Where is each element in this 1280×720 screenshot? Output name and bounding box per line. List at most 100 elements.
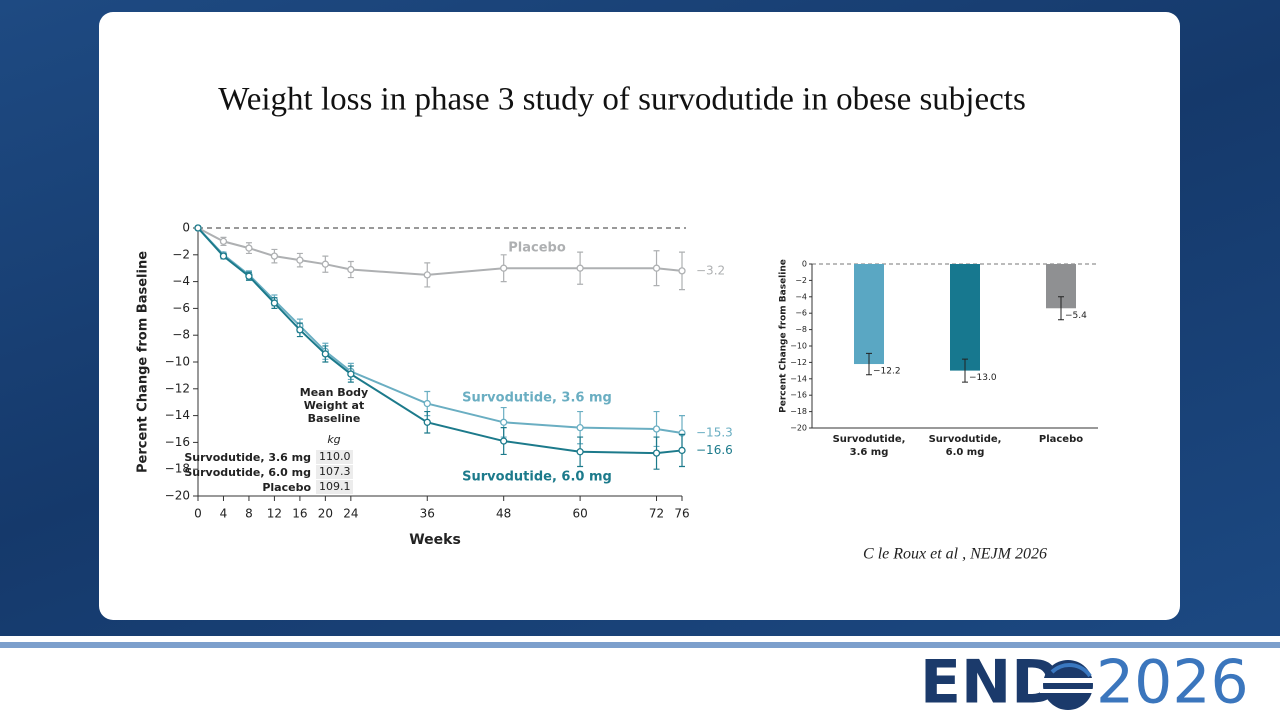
error-bar [1058, 296, 1064, 321]
x-tick-label: 20 [318, 507, 333, 521]
y-tick-label: −8 [795, 325, 807, 334]
data-point [576, 448, 584, 456]
y-tick-label: −20 [165, 489, 190, 503]
data-point [321, 350, 330, 358]
data-point [423, 399, 431, 408]
y-tick-label: −4 [795, 292, 807, 301]
table-row-value: 107.3 [316, 465, 353, 479]
y-tick-label: −2 [795, 276, 807, 285]
bar [950, 264, 980, 371]
data-point [245, 244, 253, 252]
table-row-value: 110.0 [316, 450, 353, 464]
data-point [652, 449, 661, 457]
data-point [652, 264, 661, 272]
y-tick-label: −12 [790, 358, 807, 367]
y-tick-label: −16 [790, 391, 807, 400]
value-label: −16.6 [696, 443, 733, 457]
y-axis-label: Percent Change from Baseline [136, 251, 151, 473]
y-tick-label: −18 [790, 407, 807, 416]
y-tick-label: −14 [165, 408, 190, 422]
x-tick-label: 36 [420, 507, 435, 521]
x-tick-label: 16 [292, 507, 307, 521]
table-row-value: 109.1 [316, 480, 353, 494]
data-point [219, 252, 228, 260]
series-line [197, 227, 683, 435]
x-tick-label: 48 [496, 507, 511, 521]
logo-globe [1040, 660, 1096, 710]
y-tick-label: −18 [165, 462, 190, 476]
y-tick-label: −8 [172, 328, 190, 342]
y-tick-label: −12 [165, 381, 190, 395]
data-point [423, 418, 431, 426]
data-point [576, 264, 584, 272]
y-tick-label: −10 [790, 342, 807, 351]
data-point [347, 370, 355, 378]
error-bar [866, 352, 872, 376]
value-label: −12.2 [873, 367, 901, 377]
value-label: −15.3 [696, 426, 733, 440]
x-axis-label: Weeks [409, 532, 461, 548]
table-row-label: Placebo [262, 481, 311, 494]
bar [854, 264, 884, 365]
error-bar [962, 358, 968, 383]
x-tick-label: Survodutide, 3.6 mg [832, 434, 906, 458]
footer-line [0, 642, 1280, 648]
x-tick-label: 0 [194, 507, 202, 521]
slide-title: Weight loss in phase 3 study of survodut… [218, 82, 1026, 118]
y-tick-label: −2 [172, 247, 190, 261]
y-tick-label: −14 [790, 374, 807, 383]
y-tick-label: 0 [802, 260, 807, 269]
table-header: Mean Body Weight at Baseline [299, 386, 369, 425]
y-tick-label: −6 [795, 309, 807, 318]
table-row-label: Survodutide, 6.0 mg [184, 466, 311, 479]
y-tick-label: 0 [182, 221, 190, 235]
data-point [321, 260, 330, 268]
data-point [500, 264, 508, 272]
data-point [245, 272, 253, 280]
x-tick-label: 12 [267, 507, 282, 521]
data-point [678, 267, 686, 275]
data-point [347, 265, 355, 274]
x-tick-label: Placebo [1038, 434, 1084, 445]
logo-left: END [920, 648, 1061, 718]
data-point [270, 252, 279, 260]
table-unit: kg [327, 433, 341, 446]
data-point [194, 224, 202, 232]
x-tick-label: 76 [674, 507, 689, 521]
value-label: −13.0 [969, 373, 997, 383]
series-line [197, 227, 683, 276]
table-row-label: Survodutide, 3.6 mg [184, 451, 311, 464]
x-tick-label: Survodutide, 6.0 mg [928, 434, 1002, 458]
x-tick-label: 8 [245, 507, 253, 521]
y-tick-label: −20 [790, 424, 807, 433]
value-label: −3.2 [696, 263, 725, 277]
series-line [197, 227, 683, 455]
y-axis-label: Percent Change from Baseline [779, 259, 789, 413]
series-label: Placebo [508, 241, 566, 256]
x-tick-label: 4 [220, 507, 228, 521]
data-point [576, 424, 584, 432]
y-tick-label: −16 [165, 435, 190, 449]
data-point [678, 446, 686, 455]
data-point [296, 256, 304, 264]
data-point [500, 418, 508, 426]
data-point [500, 437, 508, 445]
data-point [219, 237, 228, 246]
data-point [270, 299, 279, 307]
x-tick-label: 72 [649, 507, 664, 521]
data-point [652, 425, 661, 433]
y-tick-label: −10 [165, 355, 190, 369]
content-panel [99, 12, 1180, 620]
x-tick-label: 24 [343, 507, 358, 521]
data-point [423, 271, 431, 279]
value-label: −5.4 [1065, 311, 1087, 321]
logo-right: 2026 [1096, 648, 1249, 718]
series-label: Survodutide, 3.6 mg [462, 391, 612, 406]
x-tick-label: 60 [572, 507, 587, 521]
series-label: Survodutide, 6.0 mg [462, 470, 612, 485]
citation: C le Roux et al , NEJM 2026 [863, 546, 1047, 563]
y-tick-label: −4 [172, 274, 190, 288]
y-tick-label: −6 [172, 301, 190, 315]
